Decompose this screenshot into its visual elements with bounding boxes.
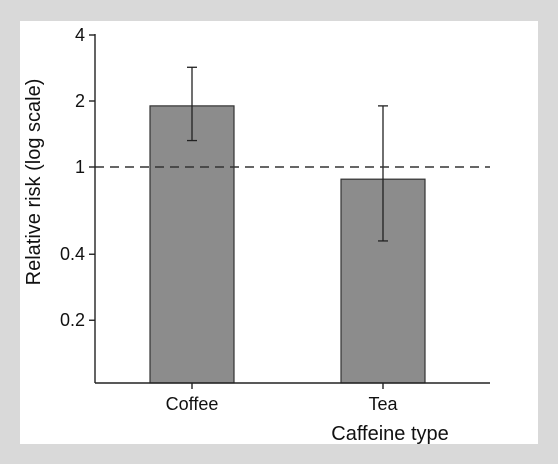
y-tick-label: 1	[75, 157, 85, 177]
bars-layer	[149, 105, 426, 384]
bar-coffee	[149, 105, 235, 384]
x-tick-label-tea: Tea	[368, 394, 398, 414]
error-bar-tea	[378, 105, 388, 242]
y-tick-label: 4	[75, 25, 85, 45]
x-tick-label-coffee: Coffee	[166, 394, 219, 414]
x-ticks-layer: Coffee Tea	[166, 383, 398, 414]
y-tick-label: 0.2	[60, 310, 85, 330]
error-bar-coffee	[187, 66, 197, 142]
y-tick-label: 2	[75, 91, 85, 111]
error-bars-layer	[187, 66, 388, 242]
axes-layer	[94, 34, 490, 384]
chart-panel	[20, 21, 538, 444]
x-axis-label: Caffeine type	[331, 423, 449, 445]
y-axis-label: Relative risk (log scale)	[23, 79, 45, 286]
y-tick-label: 0.4	[60, 244, 85, 264]
y-ticks-layer: 0.2 0.4 1 2 4	[60, 25, 95, 330]
